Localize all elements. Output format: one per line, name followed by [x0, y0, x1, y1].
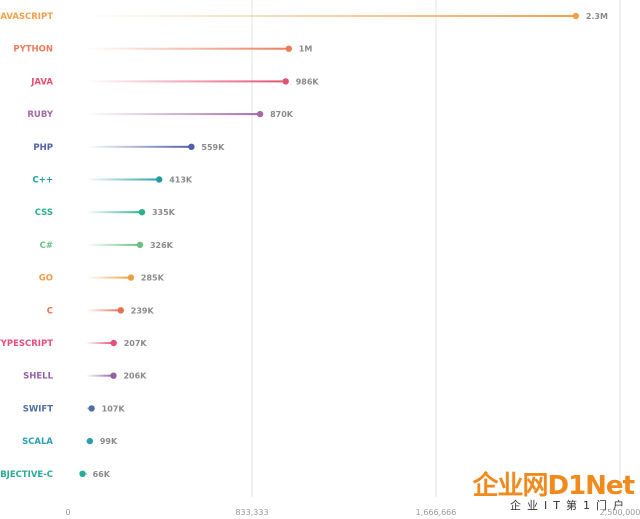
category-label: PHP [33, 143, 53, 153]
bar-stem [86, 374, 114, 377]
x-tick-label: 0 [65, 508, 70, 517]
value-label: 239K [131, 306, 155, 315]
bar-stem [86, 211, 142, 214]
bar-stem [86, 243, 140, 246]
value-label: 413K [169, 176, 193, 185]
bar-dot [256, 110, 264, 118]
value-label: 66K [93, 470, 111, 479]
category-label: C++ [33, 176, 53, 186]
bar-dot [88, 405, 95, 412]
category-label: JAVASCRIPT [0, 12, 53, 22]
value-label: 870K [270, 110, 294, 119]
watermark-subtitle: 企业IT第1门户 [510, 499, 630, 512]
category-label: GO [39, 274, 53, 284]
bar-dot [117, 307, 124, 314]
value-label: 335K [152, 208, 176, 217]
bar-stem [86, 472, 87, 475]
x-tick-label: 1,666,666 [416, 508, 457, 517]
value-label: 206K [123, 372, 147, 381]
bar-dot [110, 339, 117, 347]
category-label: OBJECTIVE-C [0, 470, 53, 480]
category-label: C# [40, 241, 53, 251]
value-label: 986K [296, 77, 320, 86]
category-label: C [47, 306, 53, 316]
category-label: SCALA [22, 437, 53, 447]
bar-stem [86, 15, 576, 17]
bar-dot [138, 209, 146, 216]
watermark: 企业网D1Net 企业IT第1门户 [466, 465, 636, 515]
x-tick-label: 2,500,000 [600, 508, 640, 517]
bar-dot [285, 45, 292, 52]
value-label: 326K [150, 241, 174, 250]
bar-dot [572, 12, 580, 20]
bar-dot [110, 372, 117, 379]
bar-stem [86, 342, 114, 344]
value-label: 1M [299, 45, 313, 54]
bar-stem [86, 145, 192, 148]
bar-dot [282, 78, 289, 85]
value-label: 559K [201, 143, 225, 152]
bar-dot [86, 437, 94, 445]
bar-dot [79, 470, 86, 477]
category-label: SHELL [23, 372, 53, 382]
bar-dot [155, 176, 163, 183]
value-label: 207K [124, 339, 148, 348]
bar-stem [86, 47, 289, 50]
value-label: 2.3M [586, 12, 608, 21]
category-label: CSS [35, 208, 53, 218]
bar-stem [86, 113, 261, 116]
bar-dot [136, 241, 144, 249]
value-label: 107K [102, 404, 126, 413]
value-label: 285K [141, 274, 165, 283]
value-label: 99K [100, 437, 118, 446]
category-label: PYTHON [13, 45, 53, 55]
bar-dot [188, 143, 195, 150]
bar-dot [127, 274, 135, 281]
bar-stem [86, 276, 131, 279]
watermark-logo: 企业网D1Net [472, 471, 635, 501]
category-label: TYPESCRIPT [0, 339, 53, 349]
category-label: SWIFT [23, 404, 53, 414]
x-tick-label: 833,333 [235, 508, 268, 517]
category-label: JAVA [30, 77, 53, 87]
bar-stem [86, 178, 160, 181]
bar-stem [86, 309, 121, 312]
bar-stem [86, 80, 286, 83]
category-label: RUBY [27, 110, 53, 120]
